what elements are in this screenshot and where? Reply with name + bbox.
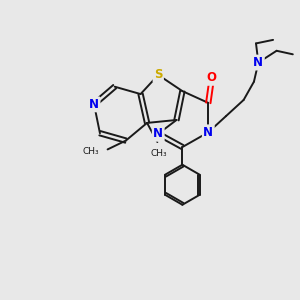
Text: CH₃: CH₃ [151,148,167,158]
Text: N: N [153,127,163,140]
Text: S: S [154,68,163,81]
Text: N: N [254,56,263,69]
Text: CH₃: CH₃ [83,147,99,156]
Text: N: N [203,126,213,139]
Text: O: O [207,71,217,84]
Text: N: N [89,98,99,111]
